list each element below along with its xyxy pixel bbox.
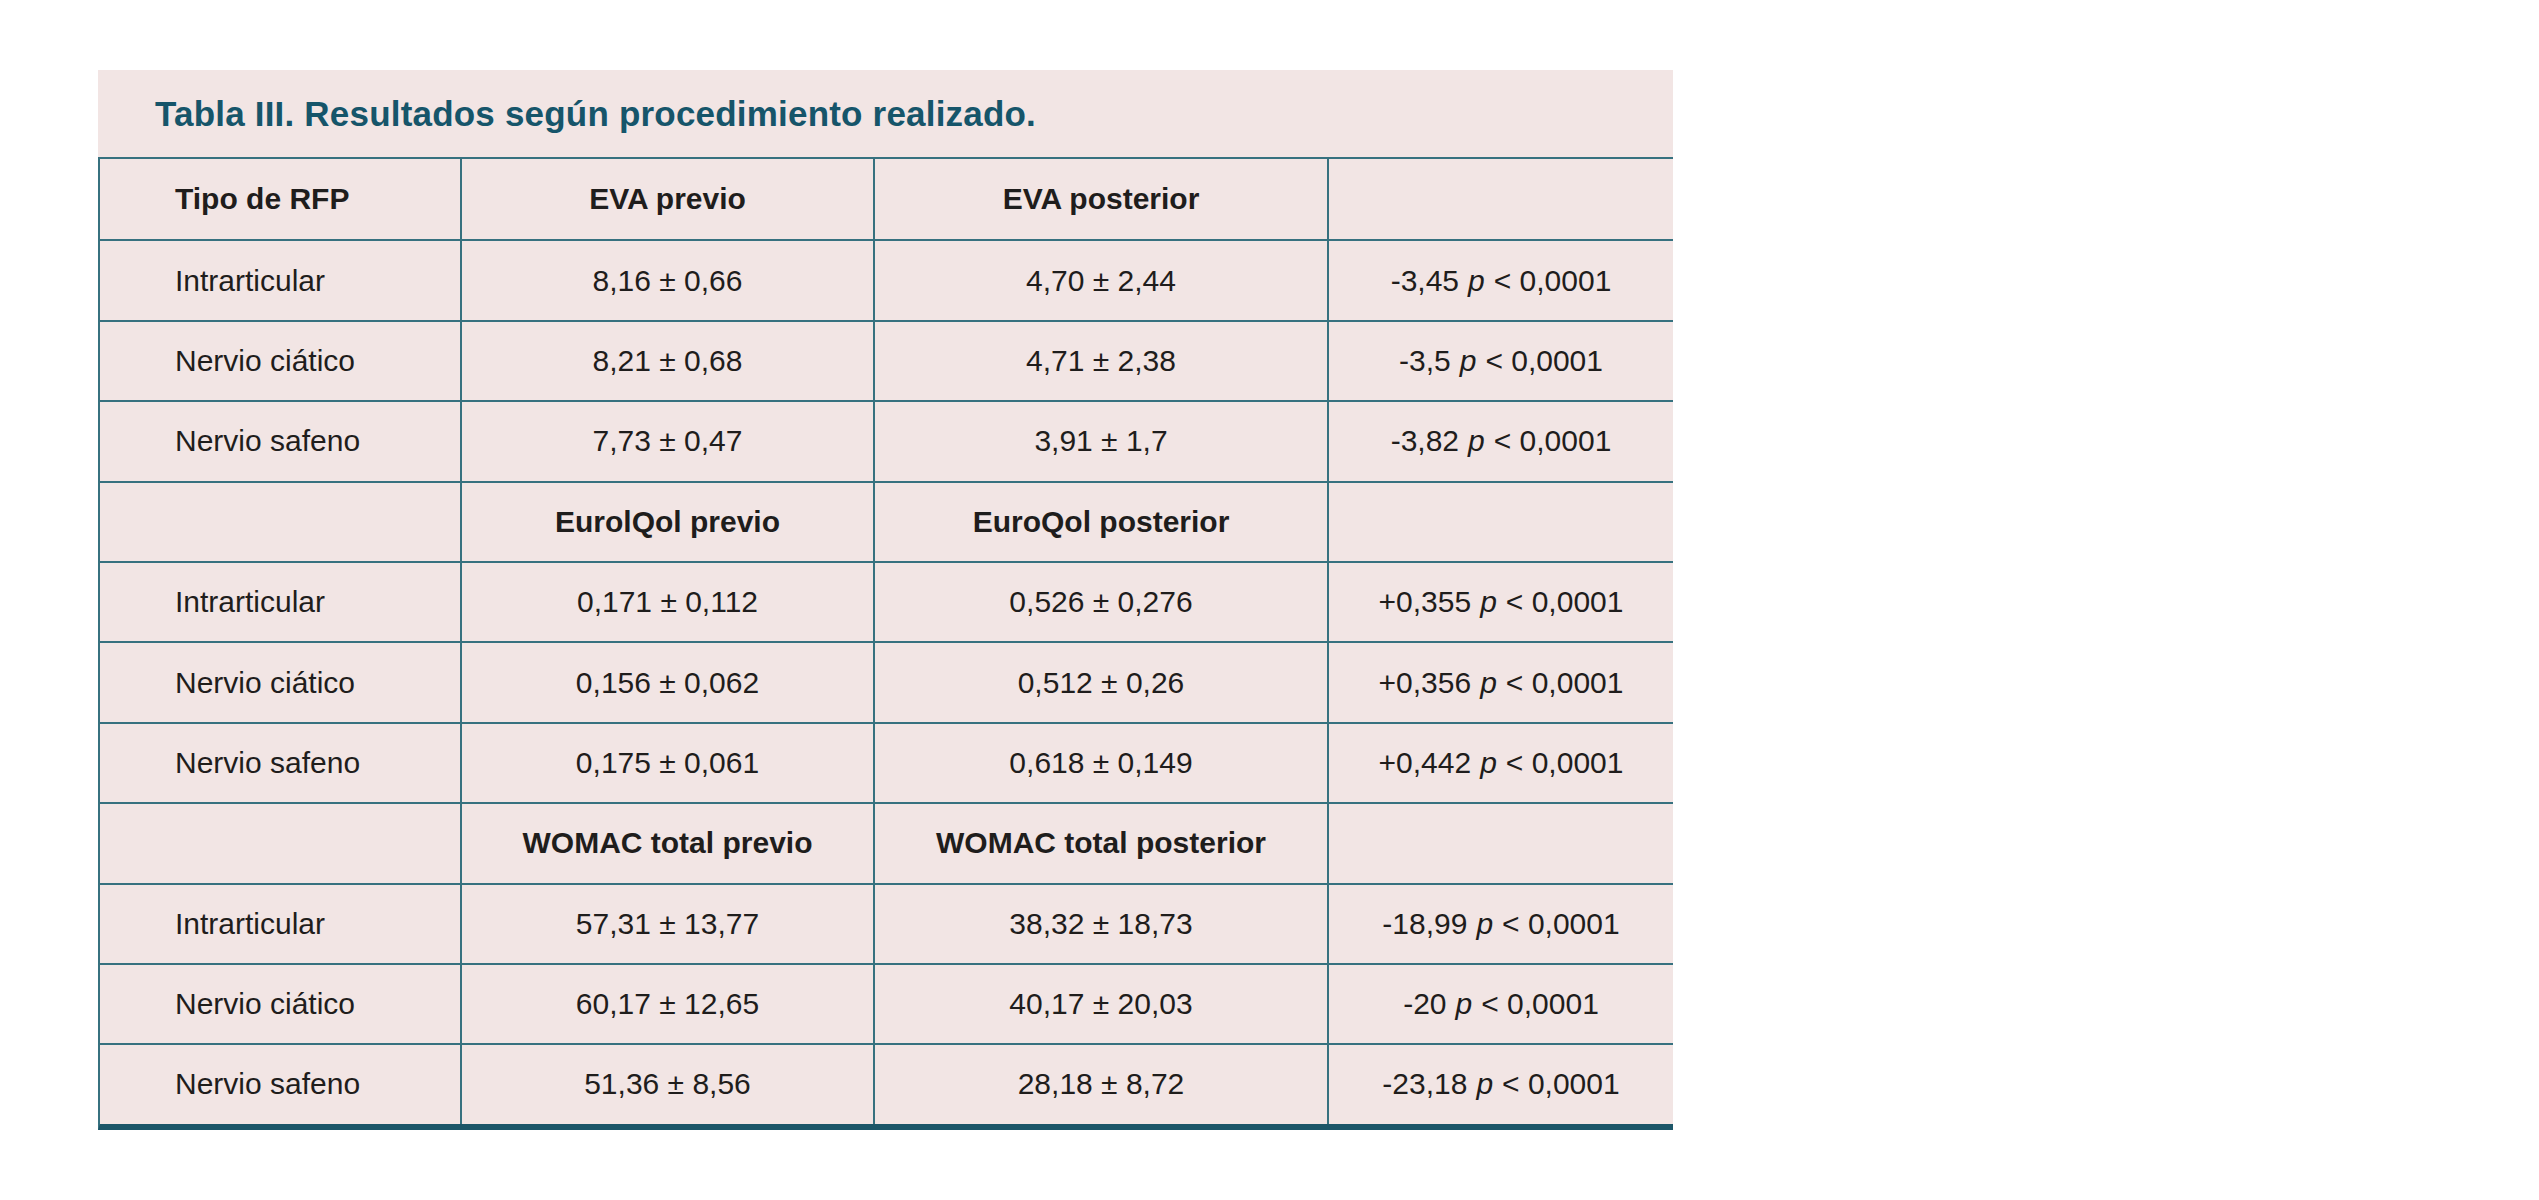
cell-valor-previo: 0,156 ± 0,062 bbox=[460, 643, 873, 721]
p-threshold: < 0,0001 bbox=[1502, 909, 1620, 939]
table-row: Nervio safeno 51,36 ± 8,56 28,18 ± 8,72 … bbox=[100, 1043, 1673, 1123]
table-row: Intrarticular 8,16 ± 0,66 4,70 ± 2,44 -3… bbox=[100, 239, 1673, 319]
p-threshold: < 0,0001 bbox=[1494, 266, 1612, 296]
header-cell-tipo-rfp bbox=[100, 483, 460, 561]
cell-valor-posterior: 3,91 ± 1,7 bbox=[873, 402, 1327, 480]
p-threshold: < 0,0001 bbox=[1485, 346, 1603, 376]
p-symbol: p bbox=[1456, 989, 1473, 1019]
cell-tipo-rfp: Intrarticular bbox=[100, 885, 460, 963]
cell-tipo-rfp: Nervio safeno bbox=[100, 402, 460, 480]
delta-value: -18,99 bbox=[1382, 909, 1467, 939]
cell-tipo-rfp: Nervio safeno bbox=[100, 1045, 460, 1123]
cell-diferencia-p: -18,99 p < 0,0001 bbox=[1327, 885, 1673, 963]
table-title: Tabla III. Resultados según procedimient… bbox=[98, 70, 1673, 157]
cell-valor-previo: 7,73 ± 0,47 bbox=[460, 402, 873, 480]
cell-diferencia-p: -20 p < 0,0001 bbox=[1327, 965, 1673, 1043]
cell-diferencia-p: -3,82 p < 0,0001 bbox=[1327, 402, 1673, 480]
table-row: Nervio safeno 0,175 ± 0,061 0,618 ± 0,14… bbox=[100, 722, 1673, 802]
p-threshold: < 0,0001 bbox=[1481, 989, 1599, 1019]
cell-valor-posterior: 28,18 ± 8,72 bbox=[873, 1045, 1327, 1123]
header-cell-previo: EVA previo bbox=[460, 159, 873, 239]
cell-diferencia-p: -3,45 p < 0,0001 bbox=[1327, 241, 1673, 319]
header-cell-posterior: EuroQol posterior bbox=[873, 483, 1327, 561]
cell-valor-previo: 0,171 ± 0,112 bbox=[460, 563, 873, 641]
cell-valor-previo: 8,21 ± 0,68 bbox=[460, 322, 873, 400]
cell-tipo-rfp: Nervio ciático bbox=[100, 643, 460, 721]
cell-valor-posterior: 4,70 ± 2,44 bbox=[873, 241, 1327, 319]
table-row: Intrarticular 57,31 ± 13,77 38,32 ± 18,7… bbox=[100, 883, 1673, 963]
table-header-row: Tipo de RFP EVA previo EVA posterior bbox=[100, 159, 1673, 239]
cell-diferencia-p: -23,18 p < 0,0001 bbox=[1327, 1045, 1673, 1123]
cell-valor-previo: 51,36 ± 8,56 bbox=[460, 1045, 873, 1123]
results-table-panel: Tabla III. Resultados según procedimient… bbox=[98, 70, 1673, 1130]
delta-value: +0,442 bbox=[1379, 748, 1472, 778]
cell-tipo-rfp: Intrarticular bbox=[100, 241, 460, 319]
cell-tipo-rfp: Intrarticular bbox=[100, 563, 460, 641]
results-table: Tipo de RFP EVA previo EVA posterior Int… bbox=[98, 157, 1673, 1130]
p-threshold: < 0,0001 bbox=[1506, 748, 1624, 778]
header-cell-tipo-rfp bbox=[100, 804, 460, 882]
p-symbol: p bbox=[1480, 668, 1497, 698]
table-header-row: EurolQol previo EuroQol posterior bbox=[100, 481, 1673, 561]
cell-tipo-rfp: Nervio ciático bbox=[100, 965, 460, 1043]
table-row: Nervio safeno 7,73 ± 0,47 3,91 ± 1,7 -3,… bbox=[100, 400, 1673, 480]
p-symbol: p bbox=[1468, 426, 1485, 456]
delta-value: +0,356 bbox=[1379, 668, 1472, 698]
cell-valor-previo: 8,16 ± 0,66 bbox=[460, 241, 873, 319]
p-symbol: p bbox=[1460, 346, 1477, 376]
p-threshold: < 0,0001 bbox=[1494, 426, 1612, 456]
header-cell-previo: WOMAC total previo bbox=[460, 804, 873, 882]
table-row: Intrarticular 0,171 ± 0,112 0,526 ± 0,27… bbox=[100, 561, 1673, 641]
table-row: Nervio ciático 60,17 ± 12,65 40,17 ± 20,… bbox=[100, 963, 1673, 1043]
header-cell-previo: EurolQol previo bbox=[460, 483, 873, 561]
header-cell-posterior: EVA posterior bbox=[873, 159, 1327, 239]
cell-valor-posterior: 40,17 ± 20,03 bbox=[873, 965, 1327, 1043]
cell-valor-posterior: 0,526 ± 0,276 bbox=[873, 563, 1327, 641]
cell-diferencia-p: -3,5 p < 0,0001 bbox=[1327, 322, 1673, 400]
cell-valor-posterior: 0,618 ± 0,149 bbox=[873, 724, 1327, 802]
cell-valor-posterior: 0,512 ± 0,26 bbox=[873, 643, 1327, 721]
delta-value: -23,18 bbox=[1382, 1069, 1467, 1099]
header-cell-empty bbox=[1327, 804, 1673, 882]
cell-valor-posterior: 38,32 ± 18,73 bbox=[873, 885, 1327, 963]
delta-value: -3,82 bbox=[1391, 426, 1459, 456]
cell-tipo-rfp: Nervio safeno bbox=[100, 724, 460, 802]
delta-value: -3,45 bbox=[1391, 266, 1459, 296]
p-threshold: < 0,0001 bbox=[1506, 587, 1624, 617]
p-threshold: < 0,0001 bbox=[1506, 668, 1624, 698]
cell-valor-previo: 0,175 ± 0,061 bbox=[460, 724, 873, 802]
p-threshold: < 0,0001 bbox=[1502, 1069, 1620, 1099]
delta-value: +0,355 bbox=[1379, 587, 1472, 617]
cell-valor-previo: 60,17 ± 12,65 bbox=[460, 965, 873, 1043]
cell-diferencia-p: +0,356 p < 0,0001 bbox=[1327, 643, 1673, 721]
p-symbol: p bbox=[1480, 748, 1497, 778]
cell-diferencia-p: +0,442 p < 0,0001 bbox=[1327, 724, 1673, 802]
p-symbol: p bbox=[1468, 266, 1485, 296]
table-header-row: WOMAC total previo WOMAC total posterior bbox=[100, 802, 1673, 882]
header-cell-posterior: WOMAC total posterior bbox=[873, 804, 1327, 882]
cell-tipo-rfp: Nervio ciático bbox=[100, 322, 460, 400]
cell-diferencia-p: +0,355 p < 0,0001 bbox=[1327, 563, 1673, 641]
cell-valor-posterior: 4,71 ± 2,38 bbox=[873, 322, 1327, 400]
header-cell-tipo-rfp: Tipo de RFP bbox=[100, 159, 460, 239]
delta-value: -20 bbox=[1403, 989, 1446, 1019]
cell-valor-previo: 57,31 ± 13,77 bbox=[460, 885, 873, 963]
header-cell-empty bbox=[1327, 159, 1673, 239]
delta-value: -3,5 bbox=[1399, 346, 1451, 376]
table-row: Nervio ciático 8,21 ± 0,68 4,71 ± 2,38 -… bbox=[100, 320, 1673, 400]
p-symbol: p bbox=[1480, 587, 1497, 617]
p-symbol: p bbox=[1476, 909, 1493, 939]
header-cell-empty bbox=[1327, 483, 1673, 561]
p-symbol: p bbox=[1476, 1069, 1493, 1099]
table-row: Nervio ciático 0,156 ± 0,062 0,512 ± 0,2… bbox=[100, 641, 1673, 721]
